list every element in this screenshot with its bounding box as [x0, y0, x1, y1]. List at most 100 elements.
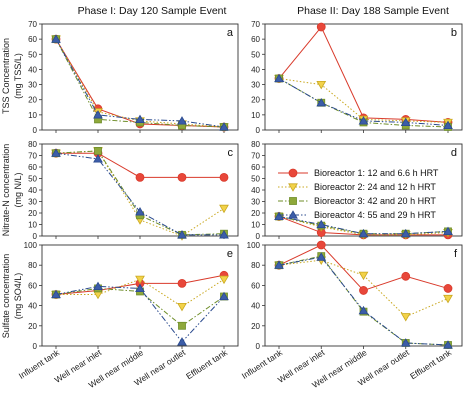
series-line: [278, 215, 449, 236]
data-point: [219, 275, 229, 285]
series-line: [278, 244, 449, 292]
data-point: [135, 172, 145, 182]
panel-letter: b: [451, 27, 457, 39]
data-point: [135, 207, 145, 216]
nitrate-label-line1: Nitrate-N concentration: [1, 144, 11, 237]
data-point: [443, 340, 453, 349]
series-line: [55, 38, 225, 128]
y-tick-label: 0: [33, 126, 38, 135]
y-tick-label: 20: [28, 96, 37, 105]
y-tick-label: 30: [28, 81, 37, 90]
y-tick-label: 60: [28, 163, 37, 172]
row-label-sulfate: Sulfate concentration (mg SO4/L): [1, 254, 23, 339]
y-tick-label: 20: [28, 322, 37, 331]
series-2: [51, 147, 229, 241]
data-point: [316, 252, 327, 261]
data-point: [274, 260, 284, 269]
series-1: [51, 148, 229, 182]
series-3: [52, 146, 228, 239]
data-point: [135, 114, 145, 123]
legend-marker: [289, 197, 297, 205]
data-point: [400, 117, 411, 127]
y-tick-label: 30: [251, 198, 260, 207]
y-tick-label: 20: [251, 209, 260, 218]
data-point: [219, 230, 229, 239]
data-point: [177, 172, 187, 182]
series-4: [274, 73, 453, 130]
panel-letter: f: [454, 248, 458, 260]
y-tick-label: 80: [28, 261, 37, 270]
data-point: [177, 337, 187, 346]
data-point: [94, 146, 102, 155]
y-tick-label: 0: [33, 342, 38, 351]
y-tick-label: 40: [28, 186, 37, 195]
data-point: [219, 122, 229, 131]
y-tick-label: 60: [251, 35, 260, 44]
series-line: [278, 259, 449, 318]
legend-marker: [288, 168, 298, 178]
y-tick-label: 50: [28, 175, 37, 184]
series-line: [55, 38, 225, 128]
y-tick-label: 50: [251, 50, 260, 59]
y-tick-label: 80: [251, 140, 260, 149]
y-tick-label: 100: [24, 241, 38, 250]
data-point: [177, 303, 187, 312]
data-point: [316, 97, 327, 107]
y-tick-label: 0: [256, 126, 261, 135]
data-point: [135, 283, 145, 293]
panel-frame: [41, 23, 239, 131]
data-point: [93, 110, 103, 119]
legend-entry-2: Bioreactor 2: 24 and 12 h HRT: [278, 182, 436, 192]
legend-marker: [288, 210, 298, 219]
data-point: [358, 305, 369, 315]
legend-label: Bioreactor 4: 55 and 29 h HRT: [314, 210, 436, 220]
data-point: [443, 284, 453, 293]
series-line: [278, 256, 449, 346]
y-tick-label: 40: [251, 65, 260, 74]
y-tick-label: 20: [251, 322, 260, 331]
legend-entry-1: Bioreactor 1: 12 and 6.6 h HRT: [278, 168, 439, 178]
y-tick-label: 80: [251, 261, 260, 270]
panel-d: 0 10 20 30 40 50 60 70 80 d: [251, 140, 463, 241]
series-line: [278, 26, 449, 123]
series-line: [55, 285, 225, 343]
data-point: [400, 338, 411, 347]
data-point: [316, 22, 326, 32]
y-tick-label: 30: [251, 81, 260, 90]
data-point: [177, 230, 187, 239]
legend-marker: [288, 183, 298, 192]
y-tick-label: 10: [28, 111, 37, 120]
data-point: [358, 228, 369, 238]
y-tick-label: 0: [33, 232, 38, 241]
data-point: [93, 154, 103, 163]
data-point: [178, 321, 186, 330]
data-point: [316, 80, 327, 90]
row-label-tss: TSS Concentration (mg TSS/L): [1, 38, 23, 114]
panel-letter: a: [227, 27, 234, 39]
series-3: [275, 252, 452, 349]
data-point: [443, 226, 453, 236]
panel-letter: c: [228, 147, 234, 159]
y-tick-label: 0: [256, 342, 261, 351]
data-point: [358, 271, 369, 281]
data-point: [316, 240, 326, 250]
y-tick-label: 60: [251, 163, 260, 172]
y-tick-label: 70: [28, 152, 37, 161]
series-1: [274, 22, 453, 127]
legend-label: Bioreactor 1: 12 and 6.6 h HRT: [314, 168, 439, 178]
y-tick-label: 50: [28, 50, 37, 59]
data-point: [443, 120, 453, 130]
series-4: [51, 34, 229, 131]
data-point: [316, 219, 327, 229]
panel-frame: [264, 244, 463, 347]
y-tick-label: 20: [28, 209, 37, 218]
y-tick-label: 50: [251, 175, 260, 184]
y-tick-label: 40: [251, 302, 260, 311]
data-point: [443, 294, 453, 304]
panel-frame: [41, 244, 239, 347]
series-line: [55, 38, 225, 128]
data-point: [359, 286, 368, 295]
series-line: [278, 255, 449, 346]
